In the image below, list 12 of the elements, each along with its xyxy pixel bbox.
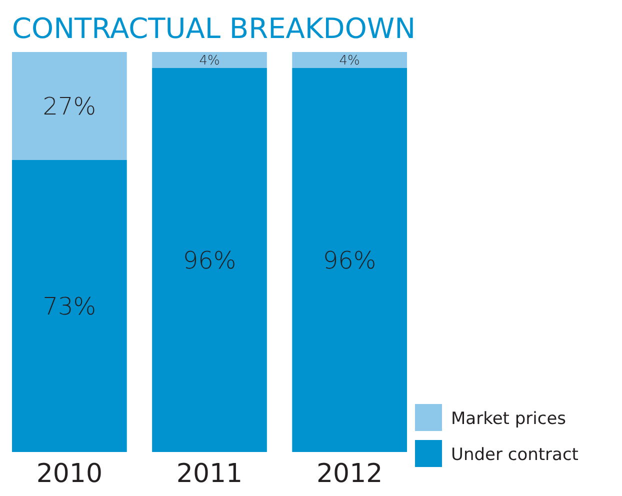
x-tick-label: 2010 — [36, 459, 103, 489]
data-label: 96% — [182, 246, 236, 274]
x-tick-label: 2012 — [316, 459, 383, 489]
data-label: 27% — [42, 92, 96, 120]
legend-label: Under contract — [451, 444, 579, 465]
data-label: 96% — [322, 246, 376, 274]
data-label: 73% — [42, 292, 96, 320]
chart-title: CONTRACTUAL BREAKDOWN — [12, 12, 416, 45]
data-label: 4% — [339, 54, 360, 69]
legend-label: Market prices — [451, 408, 566, 429]
x-tick-label: 2011 — [176, 459, 243, 489]
data-label: 4% — [199, 54, 220, 69]
